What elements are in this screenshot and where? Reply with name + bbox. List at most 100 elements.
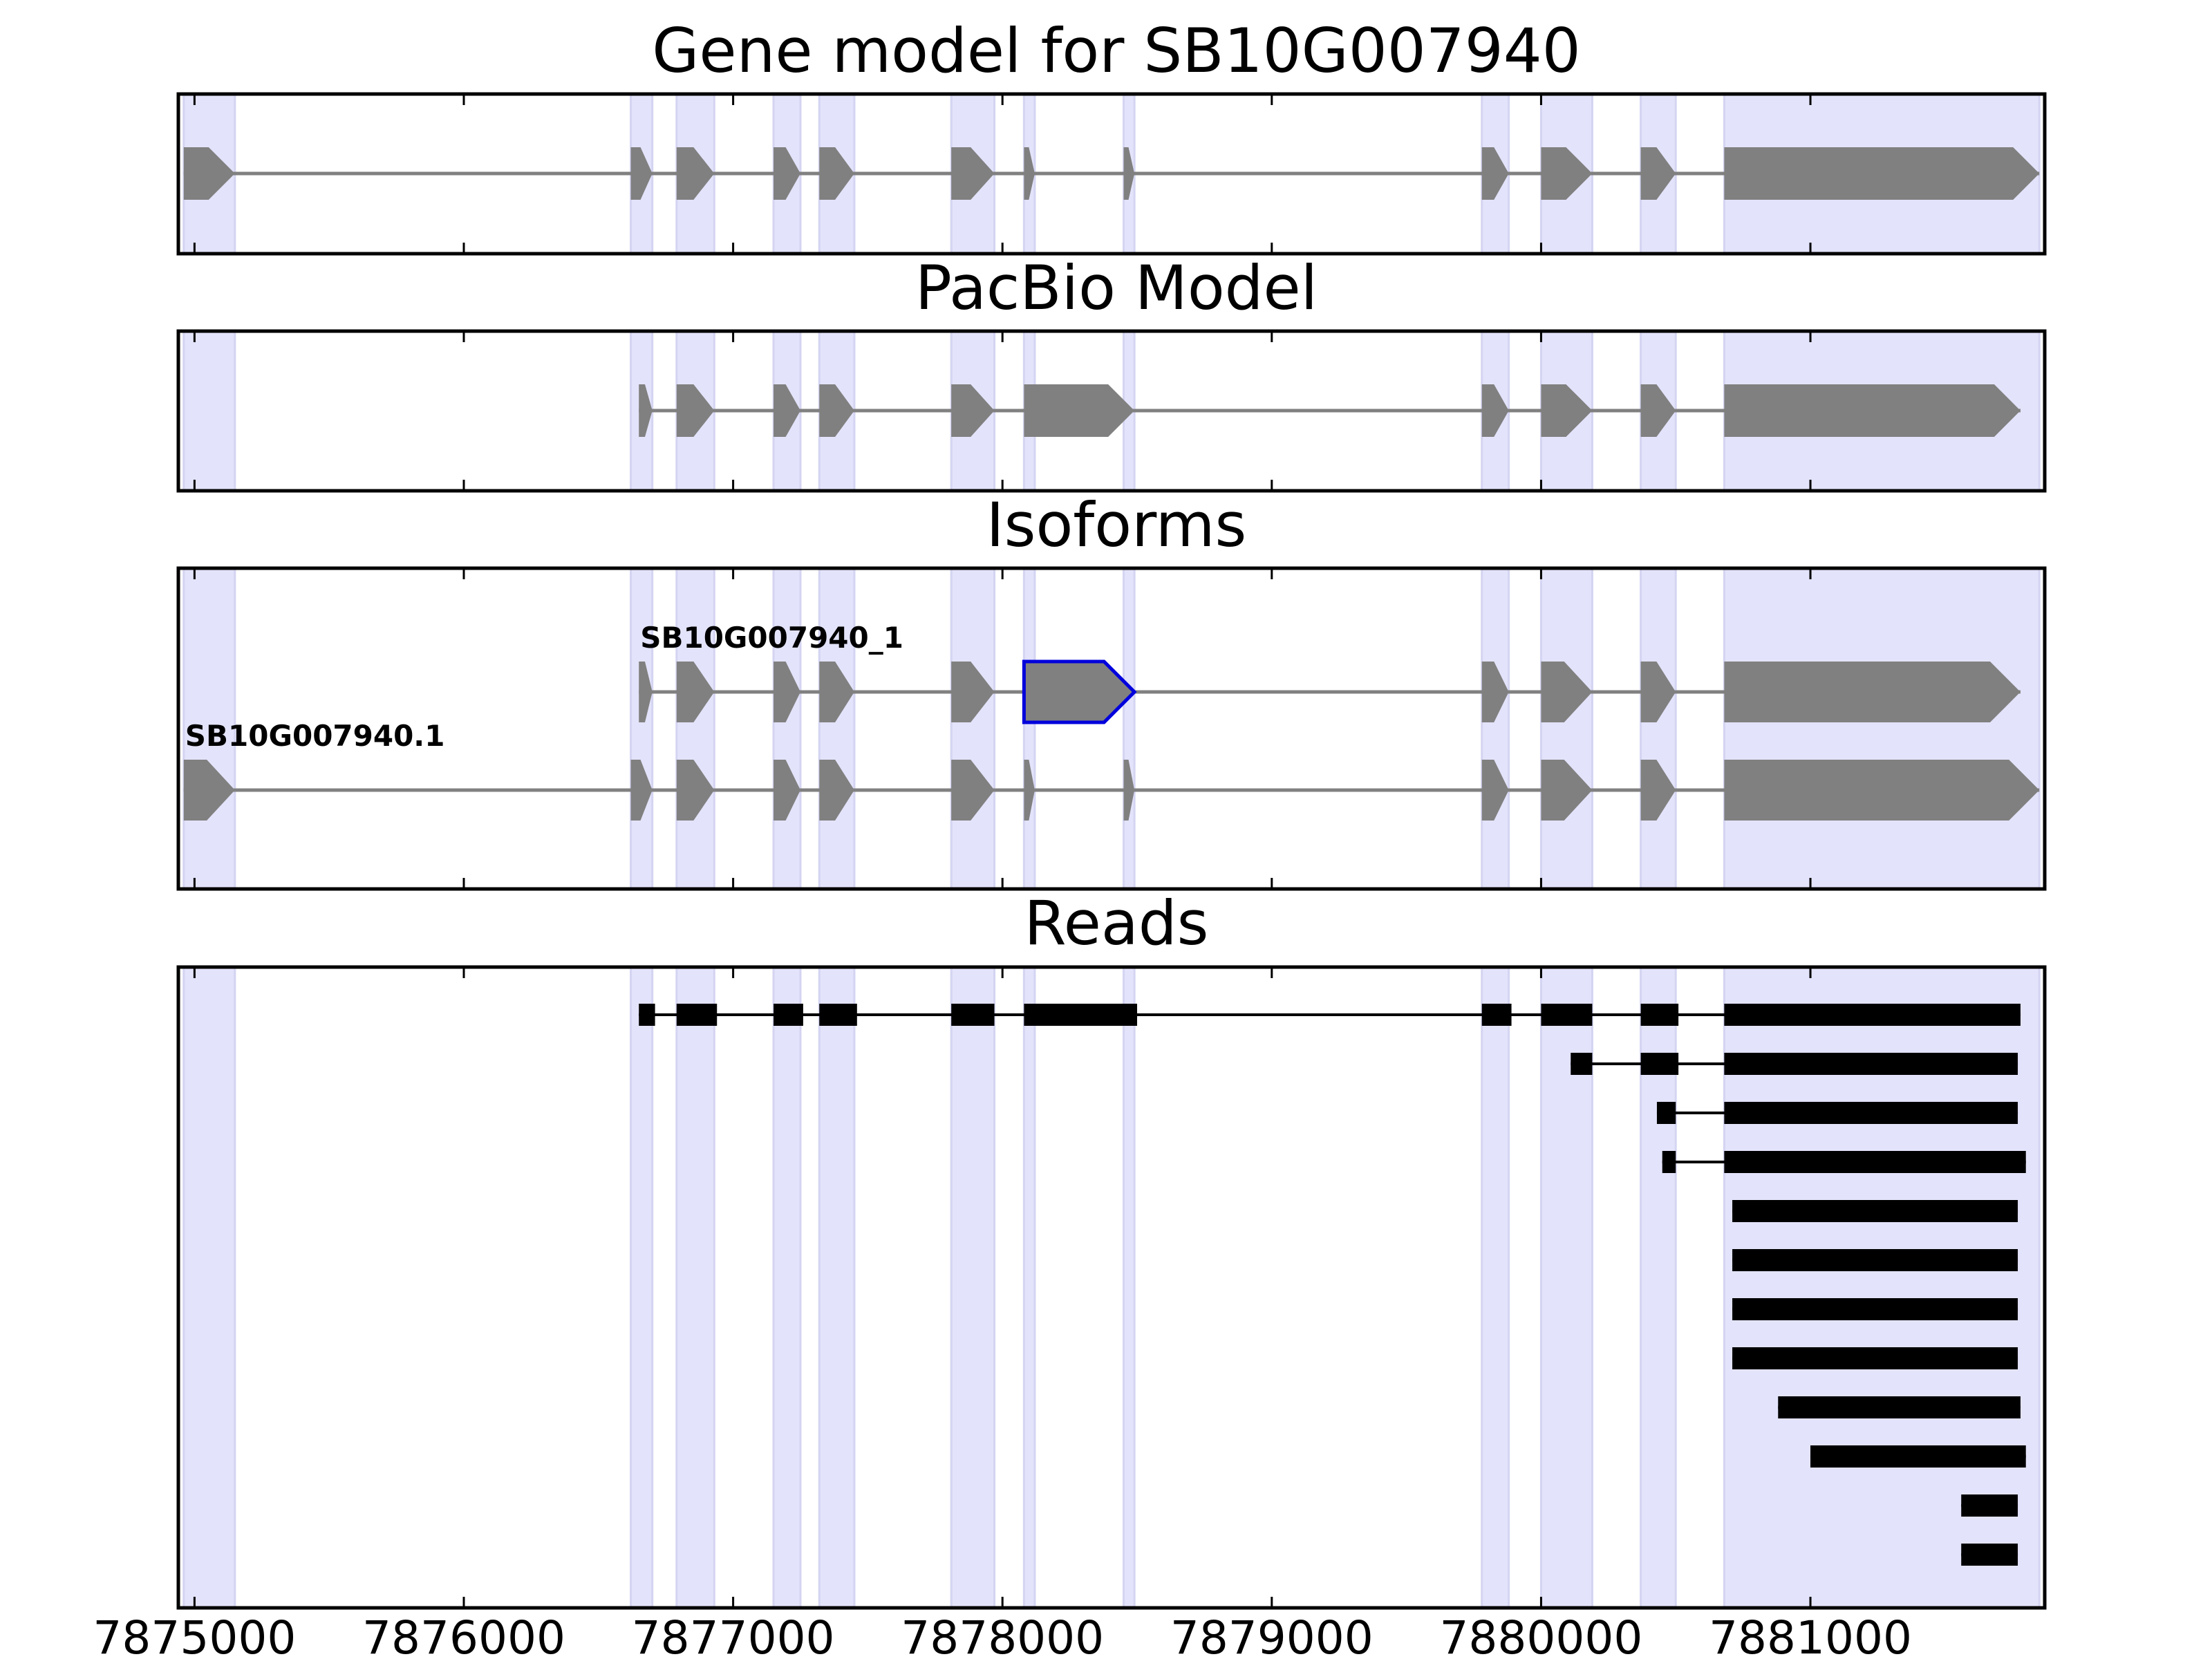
panel-frame: [176, 566, 2047, 891]
read-track: [1810, 1445, 2026, 1468]
x-tick-label: 7878000: [901, 1611, 1104, 1659]
exon-block: [774, 662, 800, 722]
x-tick-label: 7876000: [362, 1611, 565, 1659]
read-block: [1656, 1102, 1676, 1124]
exon-band: [1640, 567, 1677, 890]
panel-pacbio-model: [176, 329, 2047, 493]
read-block: [819, 1004, 857, 1026]
exon-band: [675, 567, 715, 890]
exon-block: [819, 662, 854, 722]
exon-block: [1640, 662, 1676, 722]
read-block: [1640, 1053, 1679, 1075]
read-track: [1732, 1298, 2018, 1320]
isoform-label: SB10G007940.1: [185, 719, 445, 753]
exon-block: [1724, 147, 2040, 200]
panel-reads: [176, 965, 2047, 1610]
exon-band: [630, 966, 654, 1609]
exon-block: [630, 760, 653, 821]
exon-block: [1481, 147, 1509, 200]
panel-title-pacbio-model: PacBio Model: [915, 252, 1318, 324]
read-block: [1961, 1494, 2018, 1517]
exon-block: [183, 760, 235, 821]
read-block: [1724, 1053, 2018, 1075]
exon-block: [676, 147, 715, 200]
isoform-label: SB10G007940_1: [640, 621, 903, 655]
exon-block: [774, 760, 800, 821]
panel-frame: [176, 329, 2047, 493]
read-block: [774, 1004, 803, 1026]
read-block: [1024, 1004, 1138, 1026]
exon-block: [1481, 384, 1509, 437]
read-block: [1724, 1004, 2021, 1026]
exon-band: [818, 567, 856, 890]
exon-block: [1640, 147, 1676, 200]
exon-block: [1541, 760, 1593, 821]
exon-block: [951, 760, 995, 821]
read-track: [1732, 1347, 2018, 1369]
exon-block: [819, 760, 854, 821]
panel-frame: [176, 965, 2047, 1610]
transcript-track: [639, 384, 2021, 437]
exon-block: [1024, 760, 1035, 821]
exon-block: [1541, 662, 1593, 722]
panel-isoforms: SB10G007940_1 SB10G007940.1: [176, 566, 2047, 891]
read-block: [639, 1004, 655, 1026]
exon-block: [1024, 147, 1035, 200]
exon-block: [1541, 147, 1593, 200]
read-block: [1571, 1053, 1593, 1075]
read-track: [1662, 1151, 2026, 1173]
read-block: [1541, 1004, 1593, 1026]
exon-block: [1123, 760, 1135, 821]
exon-block: [1724, 662, 2021, 722]
exon-band: [818, 966, 856, 1609]
exon-block: [1724, 760, 2040, 821]
read-block: [1732, 1298, 2018, 1320]
exon-band: [1481, 567, 1510, 890]
transcript-track: [183, 147, 2040, 200]
read-track: [1778, 1396, 2021, 1418]
exon-band: [182, 966, 236, 1609]
exon-block: [819, 384, 854, 437]
x-tick-label: 7881000: [1709, 1611, 1912, 1659]
exon-band: [772, 567, 802, 890]
read-block: [1732, 1249, 2018, 1271]
x-axis-tick-labels: 7875000 7876000 7877000 7878000 7879000 78800…: [93, 1611, 1912, 1659]
exon-block: [1640, 760, 1676, 821]
exon-band: [1022, 966, 1036, 1609]
exon-block: [1481, 662, 1509, 722]
exon-band: [1022, 567, 1036, 890]
exon-band: [182, 567, 236, 890]
transcript-track: SB10G007940.1: [183, 719, 2040, 821]
exon-band: [182, 330, 236, 492]
exon-block: [676, 662, 715, 722]
exon-block: [951, 384, 995, 437]
read-block: [1724, 1151, 2026, 1173]
read-track: [1571, 1053, 2018, 1075]
x-tick-label: 7877000: [632, 1611, 835, 1659]
exon-block: [183, 147, 235, 200]
read-block: [1640, 1004, 1679, 1026]
read-block: [1732, 1200, 2018, 1222]
exon-block: [1541, 384, 1593, 437]
exon-band: [950, 966, 996, 1609]
exon-block: [1024, 384, 1135, 437]
read-block: [676, 1004, 718, 1026]
exon-band: [1723, 567, 2041, 890]
exon-block: [676, 760, 715, 821]
read-track: [1732, 1200, 2018, 1222]
transcript-track: SB10G007940_1: [639, 621, 2021, 724]
x-tick-label: 7875000: [93, 1611, 296, 1659]
exon-block: [1123, 147, 1135, 200]
panel-gene-model: [176, 92, 2047, 256]
panel-frame: [176, 92, 2047, 256]
exon-band: [630, 567, 654, 890]
panel-title-gene-model: Gene model for SB10G007940: [652, 15, 1581, 86]
read-track: [1961, 1544, 2018, 1566]
read-block: [1481, 1004, 1512, 1026]
exon-block: [819, 147, 854, 200]
exon-block: [630, 147, 653, 200]
exon-block: [951, 147, 995, 200]
exon-band: [1123, 567, 1136, 890]
read-block: [1724, 1102, 2018, 1124]
